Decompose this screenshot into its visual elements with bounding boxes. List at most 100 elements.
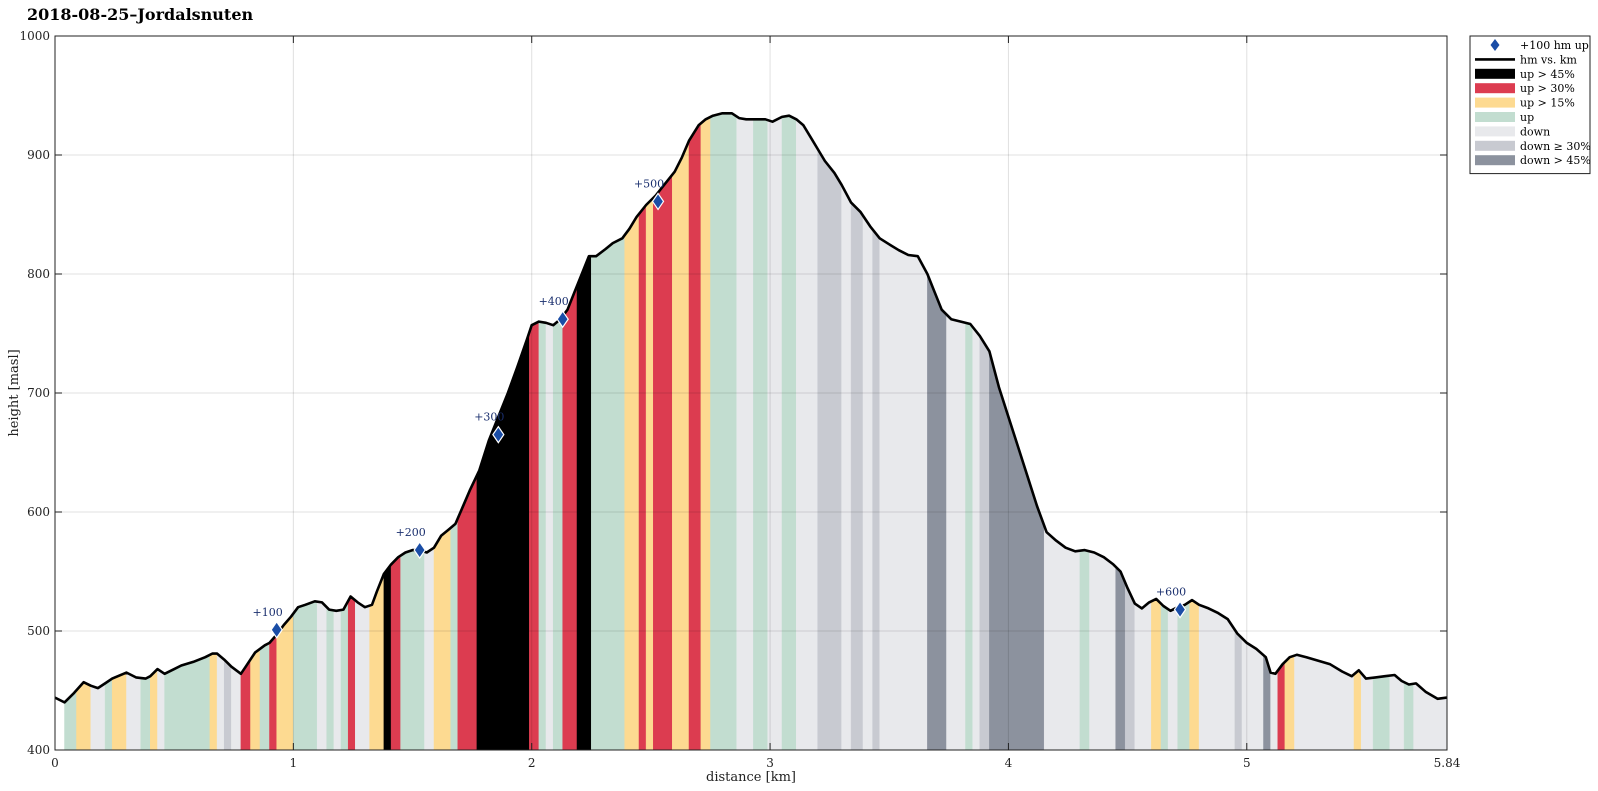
milestone-label-1: +200 (396, 526, 426, 539)
slope-band-86 (1353, 669, 1362, 750)
x-tick-label-1: 1 (290, 756, 298, 770)
milestone-marker-2 (492, 425, 505, 444)
legend-swatch-0 (1490, 39, 1500, 51)
slope-band-73 (1151, 598, 1162, 750)
slope-band-71 (1124, 582, 1136, 750)
slope-band-29 (400, 549, 425, 750)
slope-band-67 (1043, 525, 1081, 750)
slope-band-84 (1284, 655, 1295, 750)
legend-swatch-6 (1475, 126, 1515, 137)
slope-band-63 (965, 322, 973, 750)
slope-band-56 (841, 184, 852, 750)
milestone-marker-1 (413, 541, 426, 560)
slope-band-10 (209, 653, 218, 750)
slope-band-19 (293, 601, 318, 750)
y-tick-label-3: 700 (27, 386, 50, 400)
slope-band-72 (1134, 600, 1152, 750)
y-tick-label-5: 900 (27, 148, 50, 162)
slope-band-62 (946, 313, 966, 750)
y-tick-label-0: 400 (27, 743, 50, 757)
slope-band-31 (433, 527, 451, 750)
slope-band-70 (1115, 566, 1126, 750)
milestones: +100 +200 +300 +400 +500 +600 (253, 177, 1187, 639)
legend-swatch-8 (1475, 155, 1515, 166)
legend-swatch-2 (1475, 68, 1515, 79)
slope-band-26 (369, 573, 385, 750)
legend-label-6: down (1520, 125, 1550, 138)
x-tick-label-2: 2 (528, 756, 536, 770)
slope-band-36 (538, 321, 547, 750)
legend-label-7: down ≥ 30% (1520, 140, 1591, 153)
slope-band-46 (672, 140, 690, 750)
slope-band-75 (1167, 606, 1178, 750)
legend-swatch-3 (1475, 83, 1515, 94)
legend-label-8: down > 45% (1520, 154, 1591, 167)
slope-band-23 (340, 600, 349, 750)
legend-label-1: hm vs. km (1520, 53, 1578, 66)
chart-title: 2018-08-25–Jordalsnuten (27, 5, 253, 24)
slope-band-83 (1277, 661, 1286, 750)
x-tick-label-4: 4 (1005, 756, 1013, 770)
slope-band-54 (796, 118, 818, 750)
slope-band-20 (316, 601, 327, 750)
slope-band-30 (424, 547, 435, 750)
slope-band-77 (1189, 599, 1200, 750)
legend-label-2: up > 45% (1520, 68, 1575, 81)
x-tick-label-6: 5.84 (1434, 756, 1461, 770)
x-tick-label-0: 0 (51, 756, 59, 770)
slope-band-49 (710, 113, 737, 750)
slope-band-74 (1160, 602, 1169, 750)
legend-label-4: up > 15% (1520, 97, 1575, 110)
slope-band-60 (879, 237, 928, 750)
x-tick-label-3: 3 (766, 756, 774, 770)
grid (55, 36, 1447, 750)
slope-band-66 (989, 351, 1045, 750)
slope-band-85 (1294, 654, 1355, 750)
slope-band-47 (688, 122, 702, 750)
slope-band-58 (862, 214, 873, 750)
y-tick-label-2: 600 (27, 505, 50, 519)
slope-band-5 (126, 672, 142, 750)
slope-band-42 (624, 213, 640, 750)
legend-swatch-5 (1475, 112, 1515, 122)
x-tick-label-5: 5 (1243, 756, 1251, 770)
slope-band-35 (529, 321, 540, 750)
slope-band-82 (1270, 669, 1279, 750)
slope-band-50 (736, 116, 754, 750)
slope-band-27 (383, 563, 392, 750)
legend-label-5: up (1520, 111, 1534, 124)
slope-band-32 (450, 518, 459, 750)
slope-band-21 (326, 606, 335, 750)
milestone-label-4: +500 (634, 177, 664, 190)
slope-band-68 (1079, 549, 1090, 750)
slope-band-33 (457, 475, 478, 750)
milestone-marker-5 (1173, 600, 1187, 619)
slope-band-53 (781, 115, 797, 750)
slope-band-57 (850, 201, 864, 750)
legend-label-0: +100 hm up (1520, 39, 1589, 52)
slope-band-34 (476, 332, 530, 750)
slope-band-16 (259, 642, 270, 750)
slope-band-80 (1241, 637, 1264, 750)
y-tick-label-1: 500 (27, 624, 50, 638)
axis-ticks: 0 1 2 3 4 5 5.84 400 500 600 700 800 900 1000 (19, 29, 1460, 770)
slope-band-89 (1389, 674, 1405, 750)
slope-band-65 (979, 335, 990, 750)
legend-swatch-4 (1475, 97, 1515, 108)
slope-band-41 (591, 234, 625, 750)
legend-label-3: up > 30% (1520, 82, 1575, 95)
slope-band-8 (157, 668, 165, 750)
milestone-marker-3 (556, 310, 569, 329)
slope-band-11 (216, 653, 225, 750)
slope-band-2 (90, 682, 106, 750)
y-tick-label-6: 1000 (19, 29, 50, 43)
slope-band-15 (250, 648, 261, 750)
slope-band-87 (1360, 672, 1374, 750)
slope-band-24 (347, 596, 356, 750)
slope-band-64 (972, 326, 981, 750)
slope-band-45 (653, 173, 673, 750)
milestone-label-2: +300 (474, 411, 504, 424)
profile-line (54, 112, 1448, 704)
slope-band-6 (140, 675, 151, 750)
